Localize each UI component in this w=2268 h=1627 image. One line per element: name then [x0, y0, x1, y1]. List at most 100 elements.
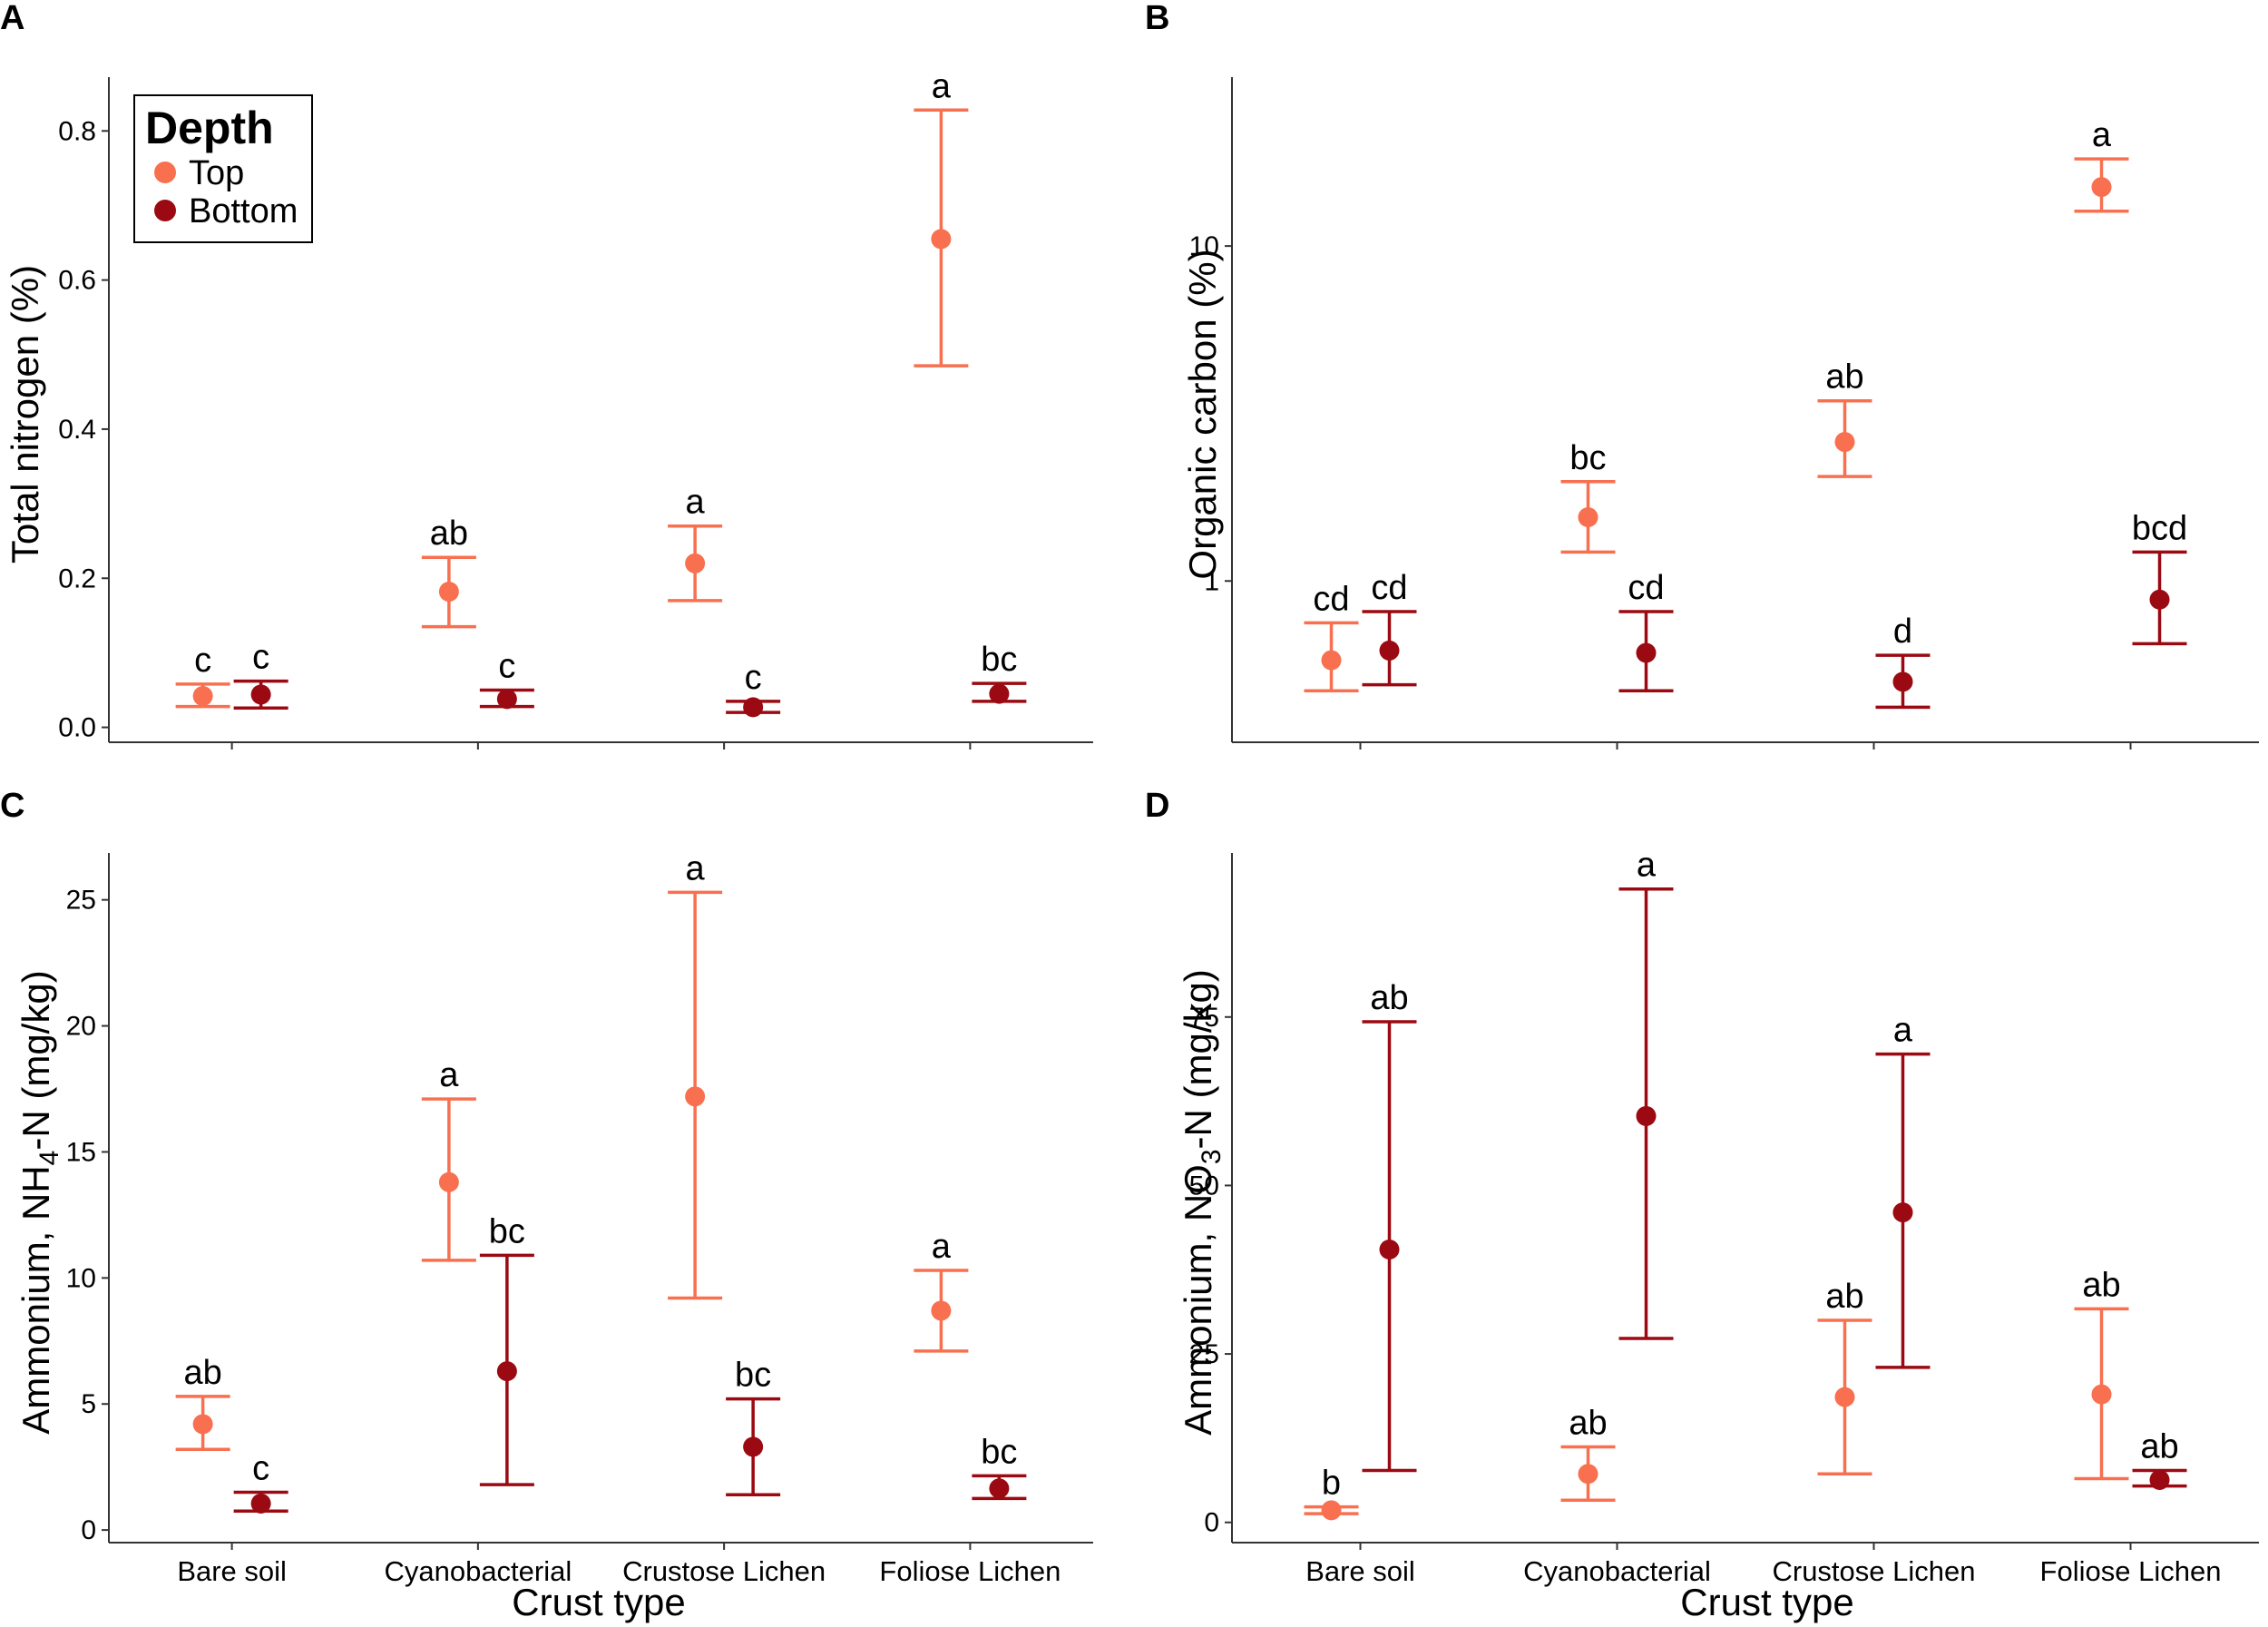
x-tick-label: Cyanobacterial — [1523, 1555, 1711, 1587]
significance-letter: a — [686, 849, 706, 887]
data-point — [1834, 1387, 1855, 1407]
y-tick-label: 5 — [81, 1389, 96, 1419]
legend-marker-bottom — [154, 200, 176, 221]
y-axis-title-part: -N (mg/kg) — [15, 970, 57, 1150]
data-point — [1321, 1500, 1342, 1521]
x-tick-label: Crustose Lichen — [1772, 1555, 1975, 1587]
data-point — [438, 582, 459, 603]
significance-letter: a — [2092, 116, 2112, 154]
data-point — [743, 1436, 764, 1457]
significance-letter: a — [932, 67, 952, 105]
significance-letter: bc — [981, 1433, 1017, 1471]
y-tick-label: 50 — [1189, 1171, 1219, 1201]
significance-letter: ab — [430, 515, 468, 553]
data-point — [743, 697, 764, 718]
significance-letter: bcd — [2132, 509, 2187, 547]
y-tick-label: 15 — [66, 1137, 96, 1167]
series-bottom: c c c bc — [233, 639, 1027, 718]
panel-letter: B — [1145, 0, 1169, 37]
legend-label-bottom: Bottom — [189, 192, 298, 230]
significance-letter: ab — [1825, 1278, 1863, 1316]
legend-marker-top — [154, 162, 176, 183]
significance-letter: ab — [1370, 979, 1408, 1017]
y-tick-label: 0.0 — [58, 713, 96, 743]
series-bottom: cd cd d bcd — [1362, 509, 2187, 710]
significance-letter: d — [1893, 613, 1912, 651]
y-tick-label: 0.4 — [58, 415, 96, 445]
significance-letter: c — [745, 659, 762, 697]
y-axis-title-part: Ammonium, NH — [15, 1165, 57, 1434]
series-top: ab a a a — [175, 849, 969, 1451]
data-point — [192, 686, 213, 707]
data-point — [496, 1361, 517, 1382]
data-point — [2149, 1469, 2170, 1490]
data-point — [1578, 507, 1598, 528]
x-tick-label: Cyanobacterial — [384, 1555, 572, 1587]
y-tick-label: 20 — [66, 1012, 96, 1042]
significance-letter: ab — [1569, 1405, 1607, 1443]
series-top: c ab a a — [175, 67, 969, 709]
x-tick-label: Bare soil — [1305, 1555, 1415, 1587]
data-point — [2091, 1384, 2112, 1405]
data-point — [250, 1493, 271, 1514]
data-point — [931, 1300, 952, 1321]
data-point — [1379, 640, 1400, 661]
series-top: b ab ab ab — [1304, 1266, 2129, 1521]
significance-letter: bc — [981, 641, 1017, 679]
significance-letter: ab — [2082, 1266, 2120, 1304]
significance-letter: cd — [1628, 569, 1664, 607]
significance-letter: a — [1893, 1012, 1913, 1050]
x-tick-label: Bare soil — [177, 1555, 287, 1587]
y-tick-label: 10 — [66, 1263, 96, 1293]
significance-letter: cd — [1313, 580, 1349, 618]
x-tick-label: Crustose Lichen — [622, 1555, 826, 1587]
y-tick-label: 0.2 — [58, 564, 96, 593]
x-tick-label: Foliose Lichen — [879, 1555, 1061, 1587]
data-point — [1834, 432, 1855, 453]
significance-letter: a — [686, 484, 706, 522]
panel-letter: C — [0, 787, 24, 825]
y-axis-title-subscript: 3 — [1197, 1149, 1227, 1164]
series-top: cd bc ab a — [1304, 116, 2129, 693]
y-tick-label: 1 — [1204, 566, 1219, 596]
significance-letter: c — [252, 1449, 269, 1487]
legend-title: Depth — [145, 103, 274, 153]
data-point — [1892, 671, 1913, 692]
significance-letter: c — [252, 639, 269, 677]
data-point — [1578, 1464, 1598, 1485]
significance-letter: c — [194, 642, 211, 680]
panel-d: D 0 25 50 75 Bare soil Cyanobacterial Crustose … — [1145, 787, 2259, 1587]
y-tick-label: 25 — [1189, 1339, 1219, 1369]
series-bottom: c bc bc bc — [233, 1212, 1027, 1514]
panel-letter: D — [1145, 787, 1169, 825]
y-axis-title: Ammonium, NH4-N (mg/kg) — [15, 970, 64, 1434]
y-axis-title-part: -N (mg/kg) — [1177, 969, 1219, 1149]
significance-letter: a — [439, 1056, 459, 1094]
data-point — [2091, 177, 2112, 198]
significance-letter: b — [1322, 1465, 1341, 1503]
panel-letter: A — [0, 0, 24, 37]
significance-letter: bc — [489, 1212, 525, 1250]
y-tick-label: 0 — [1204, 1508, 1219, 1538]
x-tick-label: Foliose Lichen — [2040, 1555, 2222, 1587]
y-tick-label: 0 — [81, 1515, 96, 1545]
y-tick-label: 25 — [66, 886, 96, 916]
data-point — [250, 684, 271, 705]
data-point — [989, 683, 1010, 704]
x-axis-title-right: Crust type — [1680, 1581, 1853, 1623]
significance-letter: ab — [183, 1354, 221, 1392]
data-point — [1636, 642, 1657, 663]
y-tick-label: 10 — [1189, 231, 1219, 261]
data-point — [685, 1086, 706, 1107]
data-point — [1321, 650, 1342, 671]
significance-letter: c — [498, 647, 515, 685]
significance-letter: cd — [1371, 569, 1407, 607]
significance-letter: bc — [1569, 439, 1606, 477]
legend-label-top: Top — [189, 154, 244, 192]
significance-letter: ab — [1825, 358, 1863, 397]
